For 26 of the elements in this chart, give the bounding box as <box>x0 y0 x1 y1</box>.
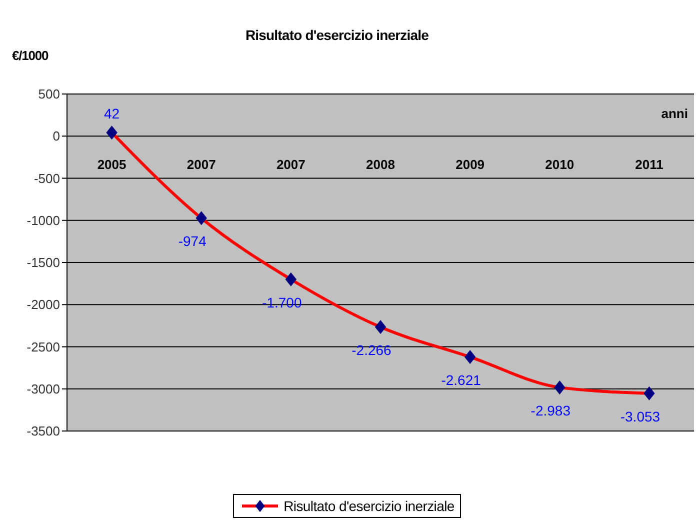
legend-label: Risultato d'esercizio inerziale <box>284 498 454 514</box>
y-tick-label: -3000 <box>26 381 60 396</box>
y-tick-label: -500 <box>34 170 60 186</box>
data-label: -3.053 <box>620 408 660 424</box>
data-label: -2.266 <box>352 342 392 358</box>
y-axis-title: €/1000 <box>12 48 48 63</box>
x-tick-label: 2009 <box>456 157 485 172</box>
y-tick-label: -3500 <box>26 424 60 439</box>
y-tick-label: -1000 <box>26 212 60 228</box>
x-tick-label: 2010 <box>545 157 574 172</box>
y-tick-label: 500 <box>38 86 60 102</box>
data-label: -2.621 <box>441 372 482 388</box>
x-axis-title: anni <box>660 106 688 121</box>
data-label: -2.983 <box>530 402 571 418</box>
data-label: 42 <box>104 106 120 122</box>
y-tick-label: -2000 <box>26 297 60 312</box>
x-tick-label: 2007 <box>276 157 306 172</box>
y-tick-label: -1500 <box>26 255 60 270</box>
x-tick-label: 2011 <box>635 157 664 172</box>
x-tick-label: 2007 <box>186 157 216 172</box>
y-tick-label: -2500 <box>26 339 60 354</box>
x-tick-label: 2005 <box>97 157 126 172</box>
x-tick-label: 2008 <box>366 157 395 172</box>
chart-title: Risultato d'esercizio inerziale <box>244 27 430 43</box>
y-tick-label: 0 <box>52 128 60 144</box>
data-label: -974 <box>178 233 207 250</box>
